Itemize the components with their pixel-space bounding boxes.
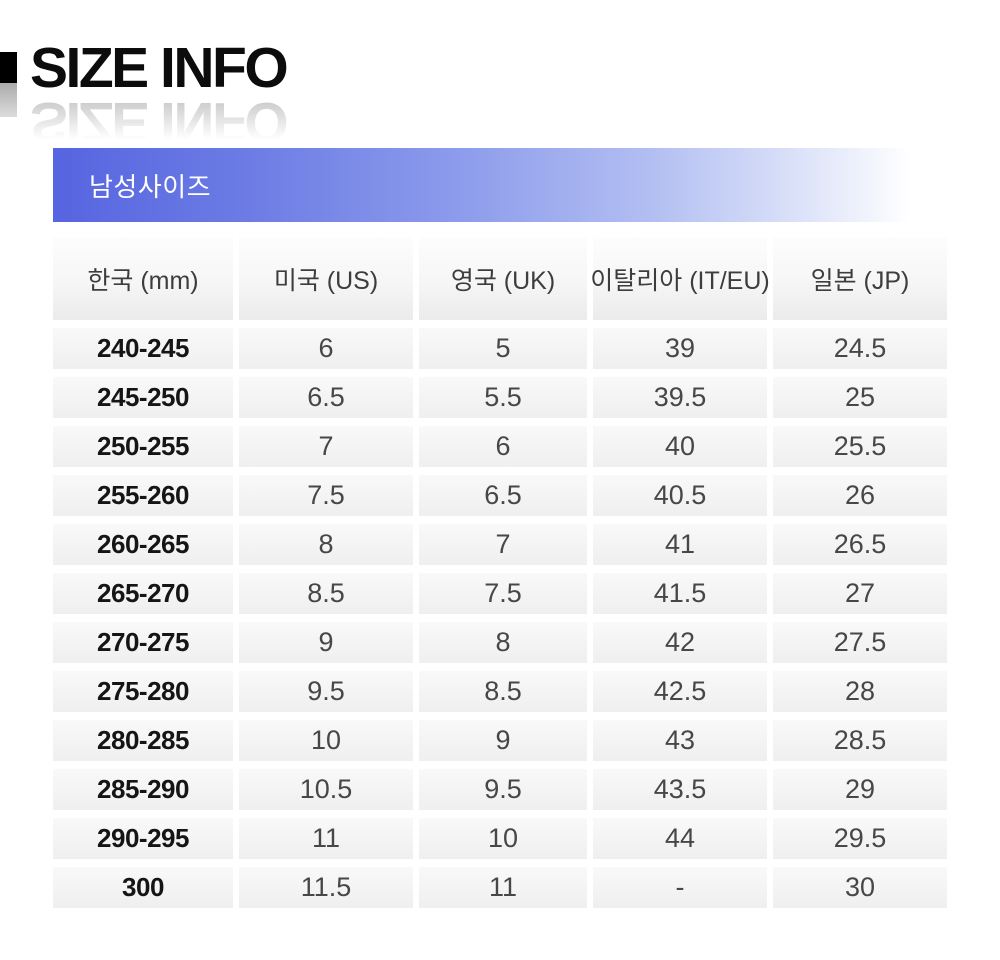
size-value: 29 xyxy=(773,769,947,810)
size-value: - xyxy=(593,867,767,908)
size-value: 41 xyxy=(593,524,767,565)
row-size-kr: 240-245 xyxy=(53,328,233,369)
row-size-kr: 285-290 xyxy=(53,769,233,810)
size-value: 26 xyxy=(773,475,947,516)
size-value: 39 xyxy=(593,328,767,369)
page-title-reflection: SIZE INFO xyxy=(30,90,287,154)
size-value: 10 xyxy=(239,720,413,761)
size-value: 25 xyxy=(773,377,947,418)
row-size-kr: 300 xyxy=(53,867,233,908)
size-value: 41.5 xyxy=(593,573,767,614)
size-value: 6.5 xyxy=(419,475,587,516)
size-value: 29.5 xyxy=(773,818,947,859)
size-value: 28.5 xyxy=(773,720,947,761)
size-value: 8 xyxy=(419,622,587,663)
row-size-kr: 265-270 xyxy=(53,573,233,614)
column-header-3: 이탈리아 (IT/EU) xyxy=(590,237,770,320)
size-value: 9.5 xyxy=(419,769,587,810)
section-header-bar: 남성사이즈 xyxy=(53,148,937,222)
size-value: 43 xyxy=(593,720,767,761)
section-title: 남성사이즈 xyxy=(89,171,212,202)
title-marker-reflection xyxy=(0,83,17,117)
size-value: 28 xyxy=(773,671,947,712)
page-title: SIZE INFO xyxy=(30,36,289,100)
row-size-kr: 255-260 xyxy=(53,475,233,516)
size-value: 8.5 xyxy=(239,573,413,614)
row-size-kr: 275-280 xyxy=(53,671,233,712)
size-value: 11 xyxy=(419,867,587,908)
row-size-kr: 280-285 xyxy=(53,720,233,761)
size-value: 8.5 xyxy=(419,671,587,712)
row-size-kr: 260-265 xyxy=(53,524,233,565)
size-value: 6 xyxy=(239,328,413,369)
size-value: 27.5 xyxy=(773,622,947,663)
size-value: 42 xyxy=(593,622,767,663)
row-size-kr: 290-295 xyxy=(53,818,233,859)
size-value: 5.5 xyxy=(419,377,587,418)
size-value: 6 xyxy=(419,426,587,467)
column-header-1: 미국 (US) xyxy=(239,237,413,320)
size-value: 11 xyxy=(239,818,413,859)
size-value: 44 xyxy=(593,818,767,859)
size-value: 27 xyxy=(773,573,947,614)
size-value: 9 xyxy=(239,622,413,663)
size-value: 43.5 xyxy=(593,769,767,810)
column-header-2: 영국 (UK) xyxy=(419,237,587,320)
size-value: 30 xyxy=(773,867,947,908)
column-header-4: 일본 (JP) xyxy=(773,237,947,320)
column-header-0: 한국 (mm) xyxy=(53,237,233,320)
size-value: 7 xyxy=(239,426,413,467)
size-value: 5 xyxy=(419,328,587,369)
size-value: 11.5 xyxy=(239,867,413,908)
size-value: 6.5 xyxy=(239,377,413,418)
size-value: 9.5 xyxy=(239,671,413,712)
size-value: 7.5 xyxy=(239,475,413,516)
size-value: 8 xyxy=(239,524,413,565)
size-value: 7 xyxy=(419,524,587,565)
size-value: 24.5 xyxy=(773,328,947,369)
row-size-kr: 250-255 xyxy=(53,426,233,467)
size-value: 40 xyxy=(593,426,767,467)
size-value: 40.5 xyxy=(593,475,767,516)
size-value: 39.5 xyxy=(593,377,767,418)
size-value: 10 xyxy=(419,818,587,859)
title-marker-square xyxy=(0,52,17,83)
size-table: 한국 (mm) 미국 (US) 영국 (UK) 이탈리아 (IT/EU) 일본 (JP)… xyxy=(53,237,947,908)
size-value: 7.5 xyxy=(419,573,587,614)
size-value: 26.5 xyxy=(773,524,947,565)
row-size-kr: 245-250 xyxy=(53,377,233,418)
size-value: 9 xyxy=(419,720,587,761)
size-value: 42.5 xyxy=(593,671,767,712)
row-size-kr: 270-275 xyxy=(53,622,233,663)
size-value: 10.5 xyxy=(239,769,413,810)
size-value: 25.5 xyxy=(773,426,947,467)
